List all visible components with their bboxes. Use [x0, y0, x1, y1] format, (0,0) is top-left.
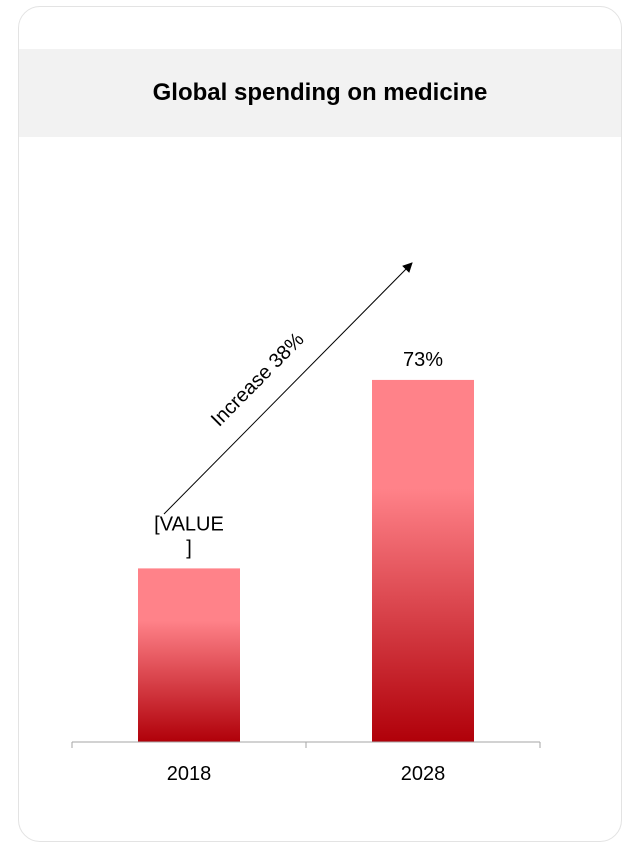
title-bar: Global spending on medicine	[19, 49, 621, 137]
bars-layer	[138, 379, 474, 742]
labels-layer: 2018 [VALUE] 2028 73%	[154, 349, 445, 785]
bar-2028	[372, 379, 474, 742]
x-tick-label: 2018	[167, 763, 212, 785]
increase-annotation: Increase 38%	[207, 328, 309, 431]
increase-arrow	[163, 262, 413, 515]
bar-2018	[138, 568, 240, 742]
chart-title: Global spending on medicine	[152, 79, 488, 106]
data-label: 73%	[403, 349, 443, 371]
x-axis	[71, 741, 541, 748]
x-tick-label: 2028	[401, 763, 446, 785]
data-label: [VALUE]	[154, 513, 224, 559]
chart-card: Global spending on medicine	[18, 6, 622, 842]
